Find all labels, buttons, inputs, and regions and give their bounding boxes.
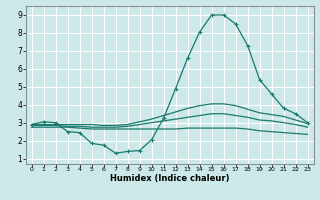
X-axis label: Humidex (Indice chaleur): Humidex (Indice chaleur) [110, 174, 229, 183]
